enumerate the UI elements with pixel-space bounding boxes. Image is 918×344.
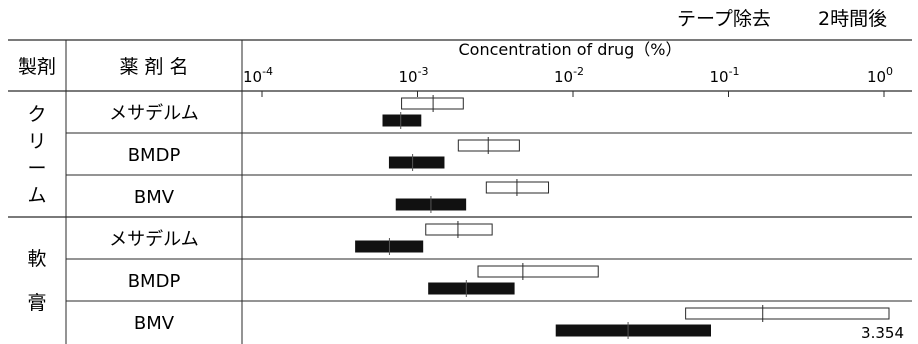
x-tick-label: 100 — [867, 65, 893, 86]
formulation-group-label: 軟 — [27, 248, 46, 270]
bar-tape-removal — [457, 139, 520, 152]
drug-name-label: BMDP — [128, 271, 181, 292]
drug-name-label: BMV — [134, 187, 175, 208]
x-tick-label: 10-1 — [709, 65, 739, 86]
axis-title: Concentration of drug（%） — [458, 40, 681, 59]
formulation-group-label: リ — [27, 131, 46, 153]
bar-tape-removal — [425, 223, 493, 236]
bar-tape-removal — [477, 265, 599, 278]
drug-name-label: メサデルム — [109, 103, 199, 124]
formulation-group-label: ー — [27, 158, 46, 180]
row-labels: メサデルム BMDP BMV メサデルム BMDP BMV — [109, 103, 199, 334]
x-tick-label: 10-2 — [554, 65, 584, 86]
top-note-2h-after: 2時間後 — [818, 8, 887, 30]
drug-name-label: メサデルム — [109, 229, 199, 250]
bar-2h-after — [382, 114, 422, 127]
formulation-group-label: ム — [27, 185, 46, 207]
drug-name-header: 薬 剤 名 — [119, 56, 188, 78]
bar-tape-removal — [685, 307, 890, 320]
drug-name-label: BMV — [134, 313, 175, 334]
x-tick-label: 10-4 — [243, 65, 273, 86]
formulation-group-label: ク — [27, 104, 46, 126]
x-axis-ticks: 10-4 10-3 10-2 10-1 100 — [243, 65, 893, 97]
formulation-header: 製剤 — [18, 56, 56, 78]
bar-2h-after — [428, 282, 515, 295]
bar-2h-after — [388, 156, 445, 169]
drug-name-label: BMDP — [128, 145, 181, 166]
range-bars — [355, 95, 890, 339]
bar-tape-removal — [401, 97, 464, 110]
bmv-ointment-max-annotation: 3.354 — [861, 324, 904, 342]
formulation-group-label: 膏 — [27, 291, 46, 314]
top-note-tape-removal: テープ除去 — [677, 8, 771, 30]
x-tick-label: 10-3 — [398, 65, 428, 86]
bar-2h-after — [555, 324, 711, 337]
